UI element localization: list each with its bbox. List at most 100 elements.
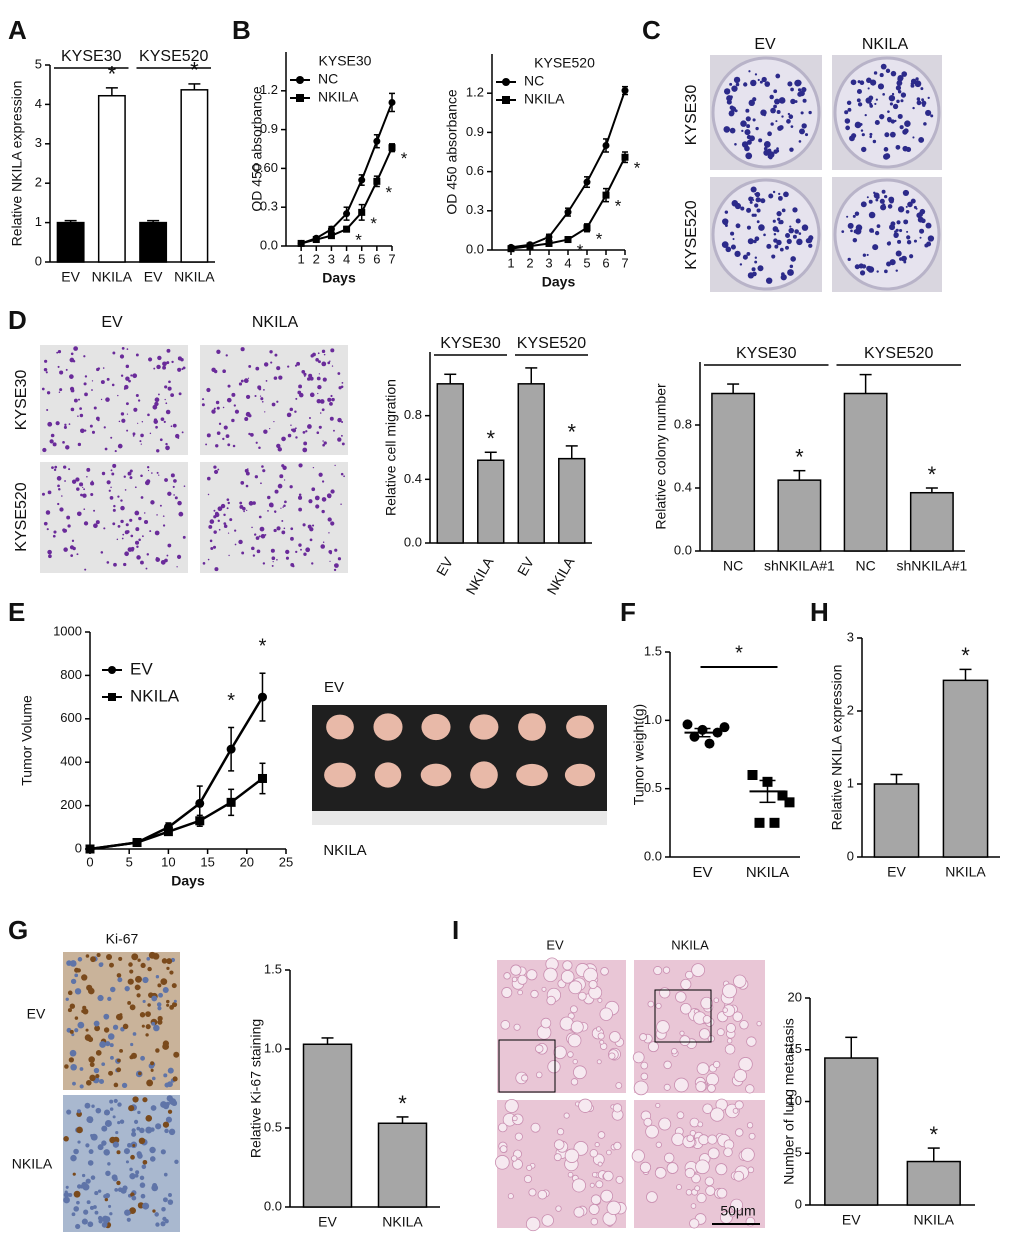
cell (156, 514, 158, 516)
nucleus (83, 1209, 89, 1215)
colony (745, 152, 753, 160)
bar (777, 479, 822, 552)
cell (167, 491, 172, 496)
cell (333, 568, 337, 572)
cell (50, 433, 55, 438)
colony (808, 110, 812, 115)
cell (166, 361, 170, 365)
cell (59, 388, 63, 392)
colony (883, 147, 889, 152)
cell (218, 528, 221, 531)
nucleus (155, 1222, 160, 1227)
cell (322, 440, 324, 442)
cell (182, 366, 186, 370)
cell (108, 489, 111, 492)
alveolus (663, 1060, 672, 1070)
alveolus (695, 1081, 707, 1093)
significance-mark: * (615, 197, 622, 216)
significance-mark: * (227, 690, 235, 712)
alveolus (588, 1203, 600, 1215)
nucleus (147, 966, 152, 972)
alveolus (556, 1128, 565, 1136)
cell (328, 532, 330, 534)
point (358, 176, 366, 184)
colony (907, 201, 913, 208)
colony (889, 259, 896, 266)
alveolus (535, 1044, 544, 1053)
nucleus (90, 1133, 94, 1137)
panel-letter: H (810, 597, 829, 627)
nucleus (168, 1128, 176, 1136)
colony (763, 140, 771, 148)
alveolus (512, 1158, 523, 1170)
nucleus (66, 1109, 72, 1115)
colony (872, 244, 879, 251)
colony (879, 73, 884, 78)
bar (377, 1122, 428, 1208)
colony (767, 131, 772, 137)
panel-letter: A (8, 15, 27, 45)
y-tick-label: 0.4 (674, 479, 692, 494)
cell (126, 348, 129, 350)
alveolus (523, 1174, 533, 1184)
significance-mark: * (577, 241, 584, 260)
nucleus (138, 1071, 142, 1076)
colony (919, 208, 926, 215)
colony (883, 153, 890, 160)
bar (942, 679, 989, 858)
nucleus (151, 1184, 159, 1192)
colony (861, 133, 865, 137)
cell (146, 553, 150, 556)
legend-label: NC (524, 73, 544, 89)
cell (309, 376, 314, 381)
nucleus (95, 1073, 100, 1079)
point (373, 137, 381, 145)
cell (330, 394, 333, 398)
nucleus (103, 1109, 111, 1116)
cell (317, 360, 321, 364)
nucleus (105, 1041, 111, 1047)
colony (884, 194, 888, 199)
cell (302, 523, 306, 527)
cell (44, 359, 48, 363)
alveolus (578, 1098, 593, 1113)
colony (723, 126, 731, 133)
nucleus (81, 1173, 86, 1178)
bar (436, 383, 464, 544)
cell (207, 558, 210, 561)
alveolus (702, 1015, 712, 1024)
cell (172, 485, 175, 489)
alveolus (716, 1028, 725, 1037)
alveolus (600, 1189, 614, 1203)
cell (154, 530, 160, 536)
cell (223, 513, 226, 517)
cell (70, 554, 74, 557)
image-label: EV (754, 36, 776, 53)
cell (62, 441, 65, 444)
nucleus (85, 954, 90, 958)
colony (903, 128, 909, 134)
image-label: NKILA (252, 314, 299, 331)
cell (254, 533, 257, 536)
cell (43, 521, 48, 526)
cell (254, 475, 258, 479)
nucleus (160, 1221, 166, 1227)
y-axis-label: Relative cell migration (383, 379, 399, 516)
nucleus (151, 995, 158, 1002)
cell (316, 376, 321, 381)
cell (298, 507, 303, 512)
cell (201, 403, 205, 407)
cell (75, 477, 80, 482)
alveolus (676, 1184, 682, 1191)
cell (84, 392, 88, 397)
point (621, 87, 629, 95)
cell (226, 507, 229, 510)
x-tick-label: NC (723, 558, 743, 574)
point (226, 744, 236, 754)
y-tick-label: 1.2 (466, 85, 484, 100)
alveolus (739, 1020, 749, 1030)
nucleus (86, 1200, 91, 1205)
nucleus (91, 1104, 95, 1108)
colony (860, 129, 864, 132)
point (388, 98, 396, 106)
